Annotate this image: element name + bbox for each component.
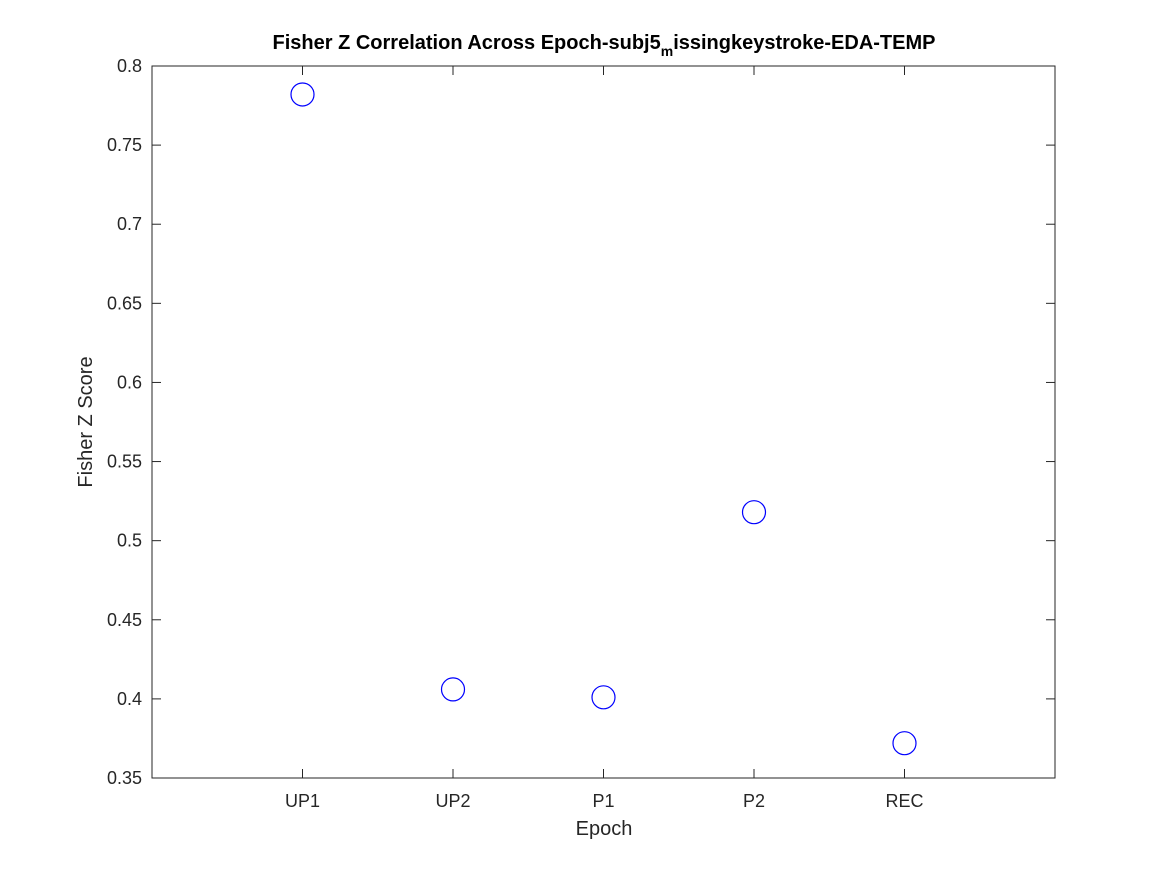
y-tick-label: 0.35 [107, 768, 142, 788]
data-point-up2 [440, 677, 466, 702]
data-point-up1 [290, 82, 315, 107]
data-point-p2 [741, 500, 767, 525]
y-tick-label: 0.8 [117, 56, 142, 76]
x-tick-label: P2 [743, 791, 765, 811]
y-tick-label: 0.4 [117, 689, 142, 709]
x-tick-label: P1 [592, 791, 614, 811]
chart-title-rest: issingkeystroke-EDA-TEMP [673, 32, 935, 54]
y-axis-label: Fisher Z Score [75, 356, 97, 487]
chart-title: Fisher Z Correlation Across Epoch-subj5m… [273, 32, 936, 59]
y-tick-label: 0.75 [107, 135, 142, 155]
chart-title-main: Fisher Z Correlation Across Epoch-subj5 [273, 32, 661, 54]
y-tick-label: 0.6 [117, 372, 142, 392]
y-tick-label: 0.5 [117, 531, 142, 551]
x-tick-label: REC [885, 791, 923, 811]
y-tick-label: 0.65 [107, 293, 142, 313]
tick-labels: 0.35 0.4 0.45 0.5 0.55 0.6 0.65 0.7 0.75 0.8 UP1 UP… [107, 56, 924, 811]
data-point-p1 [591, 685, 616, 710]
data-point-rec [892, 731, 917, 756]
y-tick-label: 0.45 [107, 610, 142, 630]
data-markers [290, 82, 917, 756]
x-axis-label: Epoch [576, 818, 633, 840]
x-tick-label: UP2 [435, 791, 470, 811]
plot-frame [151, 65, 1056, 779]
y-tick-label: 0.7 [117, 214, 142, 234]
x-tick-label: UP1 [285, 791, 320, 811]
chart-title-subscript: m [661, 43, 673, 59]
y-tick-label: 0.55 [107, 452, 142, 472]
